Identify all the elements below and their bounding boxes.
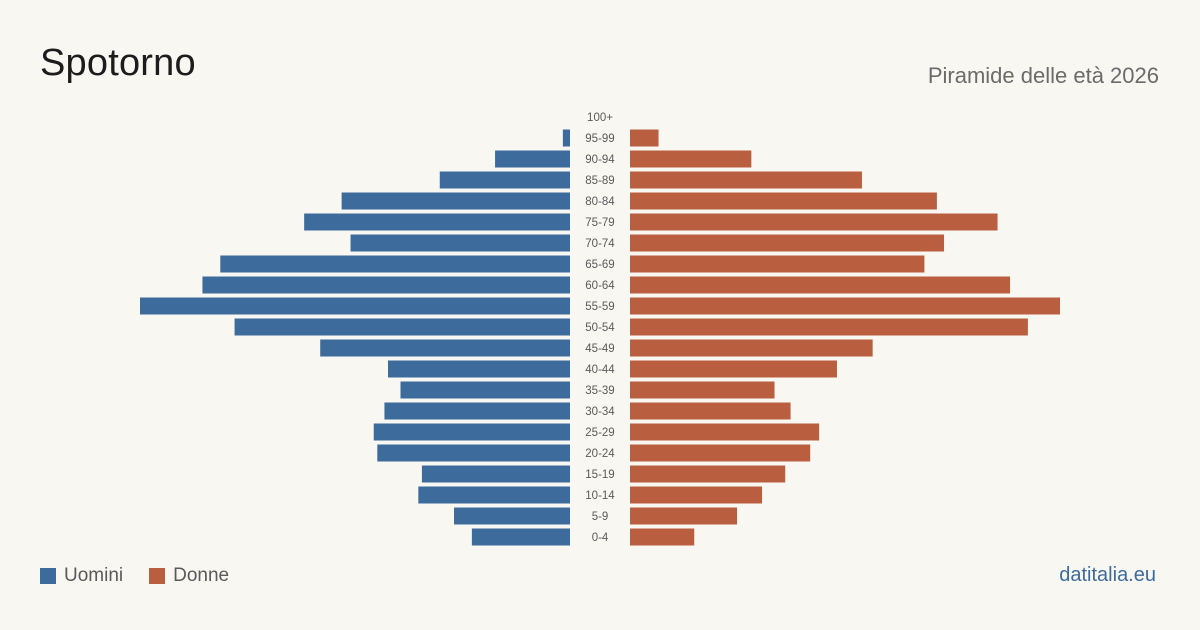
age-label: 0-4: [592, 532, 609, 544]
bar-women-25-29: [630, 423, 820, 441]
bar-men-15-19: [421, 465, 570, 483]
age-label: 70-74: [585, 238, 615, 250]
bar-women-85-89: [630, 171, 862, 189]
age-label: 60-64: [585, 280, 615, 292]
bar-women-65-69: [630, 255, 925, 273]
bar-women-30-34: [630, 402, 791, 420]
age-label: 75-79: [585, 217, 614, 229]
bar-men-10-14: [418, 486, 570, 504]
age-label: 10-14: [585, 490, 615, 502]
bar-men-35-39: [400, 381, 570, 399]
legend-label-women: Donne: [173, 565, 230, 586]
bar-men-80-84: [341, 192, 570, 210]
bar-women-75-79: [630, 213, 998, 231]
bar-men-90-94: [495, 150, 570, 168]
bar-men-50-54: [234, 318, 570, 336]
age-label: 35-39: [585, 385, 614, 397]
bar-women-5-9: [630, 507, 738, 525]
bar-men-85-89: [439, 171, 570, 189]
age-label: 50-54: [585, 322, 615, 334]
age-label: 20-24: [585, 448, 615, 460]
age-label: 100+: [587, 112, 613, 124]
age-label: 85-89: [585, 175, 614, 187]
age-label: 65-69: [585, 259, 614, 271]
bar-men-0-4: [471, 528, 570, 546]
bar-women-40-44: [630, 360, 837, 378]
bar-women-0-4: [630, 528, 695, 546]
source-link[interactable]: datitalia.eu: [1059, 564, 1156, 586]
bar-women-60-64: [630, 276, 1011, 294]
age-label: 15-19: [585, 469, 614, 481]
legend-label-men: Uomini: [64, 565, 124, 586]
bar-men-30-34: [384, 402, 570, 420]
age-label: 25-29: [585, 427, 614, 439]
bar-men-20-24: [377, 444, 570, 462]
bar-men-55-59: [140, 297, 570, 315]
age-label: 30-34: [585, 406, 615, 418]
bar-women-15-19: [630, 465, 786, 483]
bar-women-90-94: [630, 150, 752, 168]
page-title: Spotorno: [40, 42, 196, 84]
legend-item-men: Uomini: [40, 565, 123, 587]
bar-women-70-74: [630, 234, 945, 252]
bar-men-75-79: [304, 213, 570, 231]
age-label: 90-94: [585, 154, 615, 166]
bar-men-45-49: [320, 339, 570, 357]
bar-women-45-49: [630, 339, 873, 357]
age-label: 80-84: [585, 196, 615, 208]
bar-men-25-29: [373, 423, 570, 441]
age-label: 95-99: [585, 133, 614, 145]
bar-women-50-54: [630, 318, 1028, 336]
bar-women-80-84: [630, 192, 937, 210]
age-label: 40-44: [585, 364, 615, 376]
age-label: 55-59: [585, 301, 614, 313]
bar-men-65-69: [220, 255, 570, 273]
bar-women-95-99: [630, 129, 659, 147]
legend-swatch-women: [149, 568, 166, 584]
bar-men-5-9: [454, 507, 570, 525]
age-label: 45-49: [585, 343, 614, 355]
age-label: 5-9: [592, 511, 609, 523]
bar-women-20-24: [630, 444, 811, 462]
bar-men-70-74: [350, 234, 570, 252]
bar-women-55-59: [630, 297, 1060, 315]
chart-subtitle: Piramide delle età 2026: [927, 63, 1159, 88]
bar-women-35-39: [630, 381, 775, 399]
bar-women-10-14: [630, 486, 763, 504]
legend-swatch-men: [40, 568, 56, 584]
bar-men-95-99: [562, 129, 570, 147]
legend: Uomini Donne: [40, 565, 255, 587]
legend-item-women: Donne: [149, 565, 229, 587]
bar-men-40-44: [388, 360, 570, 378]
bar-men-60-64: [202, 276, 571, 294]
